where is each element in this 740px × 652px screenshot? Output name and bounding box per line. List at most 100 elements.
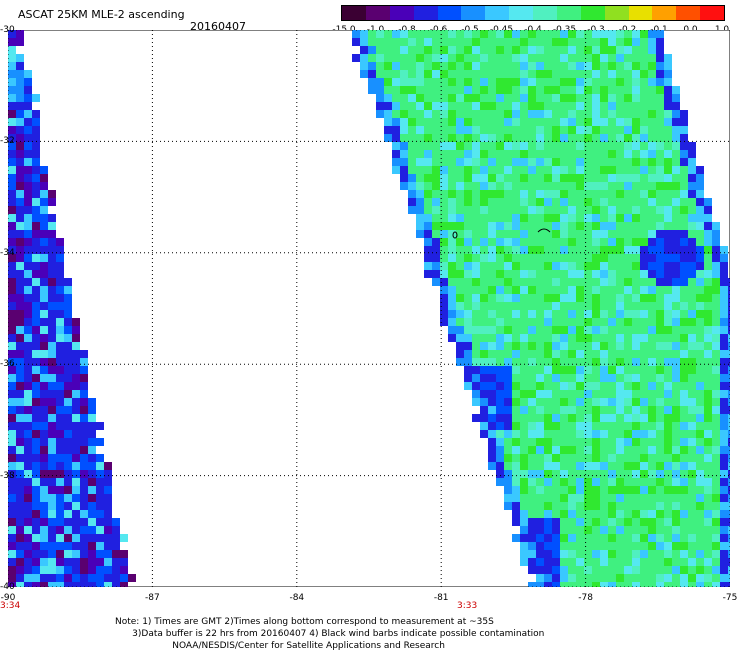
- data-cell: [592, 142, 600, 150]
- data-cell: [24, 174, 32, 182]
- data-cell: [648, 262, 656, 270]
- data-cell: [432, 174, 440, 182]
- data-cell: [528, 526, 536, 534]
- data-cell: [688, 198, 696, 206]
- data-cell: [560, 446, 568, 454]
- data-cell: [656, 566, 664, 574]
- data-cell: [616, 486, 624, 494]
- data-cell: [632, 326, 640, 334]
- data-cell: [600, 174, 608, 182]
- data-cell: [456, 342, 464, 350]
- data-cell: [608, 62, 616, 70]
- data-cell: [456, 78, 464, 86]
- data-cell: [600, 302, 608, 310]
- data-cell: [728, 278, 730, 286]
- data-cell: [432, 190, 440, 198]
- data-cell: [672, 526, 680, 534]
- data-cell: [680, 310, 688, 318]
- data-cell: [40, 166, 48, 174]
- data-cell: [568, 342, 576, 350]
- data-cell: [664, 62, 672, 70]
- data-cell: [592, 414, 600, 422]
- data-cell: [80, 542, 88, 550]
- data-cell: [440, 198, 448, 206]
- data-cell: [728, 302, 730, 310]
- data-cell: [32, 558, 40, 566]
- data-cell: [8, 54, 16, 62]
- data-cell: [472, 134, 480, 142]
- data-cell: [672, 350, 680, 358]
- data-cell: [544, 214, 552, 222]
- data-cell: [624, 430, 632, 438]
- data-cell: [608, 150, 616, 158]
- data-cell: [448, 126, 456, 134]
- data-cell: [96, 526, 104, 534]
- data-cell: [16, 406, 24, 414]
- data-cell: [712, 502, 720, 510]
- data-cell: [576, 294, 584, 302]
- data-cell: [560, 470, 568, 478]
- data-cell: [560, 526, 568, 534]
- data-cell: [488, 70, 496, 78]
- data-cell: [32, 110, 40, 118]
- data-cell: [16, 462, 24, 470]
- data-cell: [40, 238, 48, 246]
- data-cell: [64, 510, 72, 518]
- right-swath-time: 3:33: [457, 601, 478, 611]
- data-cell: [648, 110, 656, 118]
- data-cell: [568, 38, 576, 46]
- data-cell: [8, 550, 16, 558]
- data-cell: [72, 382, 80, 390]
- data-cell: [664, 366, 672, 374]
- data-cell: [544, 366, 552, 374]
- data-cell: [608, 454, 616, 462]
- data-cell: [648, 86, 656, 94]
- data-cell: [536, 38, 544, 46]
- data-cell: [488, 230, 496, 238]
- data-cell: [80, 494, 88, 502]
- data-cell: [592, 294, 600, 302]
- data-cell: [704, 382, 712, 390]
- data-cell: [552, 150, 560, 158]
- data-cell: [600, 150, 608, 158]
- data-cell: [512, 462, 520, 470]
- data-cell: [568, 214, 576, 222]
- data-cell: [504, 286, 512, 294]
- data-cell: [536, 542, 544, 550]
- data-cell: [528, 550, 536, 558]
- data-cell: [632, 94, 640, 102]
- data-cell: [664, 494, 672, 502]
- data-cell: [360, 62, 368, 70]
- data-cell: [472, 198, 480, 206]
- data-cell: [64, 326, 72, 334]
- data-cell: [424, 38, 432, 46]
- data-cell: [648, 166, 656, 174]
- data-cell: [672, 510, 680, 518]
- data-cell: [32, 582, 40, 587]
- data-cell: [16, 422, 24, 430]
- data-cell: [544, 470, 552, 478]
- data-cell: [568, 438, 576, 446]
- data-cell: [632, 486, 640, 494]
- data-cell: [640, 470, 648, 478]
- data-cell: [8, 414, 16, 422]
- data-cell: [544, 262, 552, 270]
- data-cell: [632, 558, 640, 566]
- data-cell: [120, 566, 128, 574]
- data-cell: [560, 350, 568, 358]
- data-cell: [72, 326, 80, 334]
- data-cell: [464, 38, 472, 46]
- data-cell: [480, 366, 488, 374]
- data-cell: [680, 526, 688, 534]
- data-cell: [80, 414, 88, 422]
- data-cell: [624, 198, 632, 206]
- data-cell: [568, 390, 576, 398]
- data-cell: [448, 38, 456, 46]
- data-cell: [560, 574, 568, 582]
- data-cell: [568, 326, 576, 334]
- data-cell: [384, 110, 392, 118]
- data-cell: [40, 446, 48, 454]
- data-cell: [472, 238, 480, 246]
- data-cell: [424, 182, 432, 190]
- data-cell: [64, 494, 72, 502]
